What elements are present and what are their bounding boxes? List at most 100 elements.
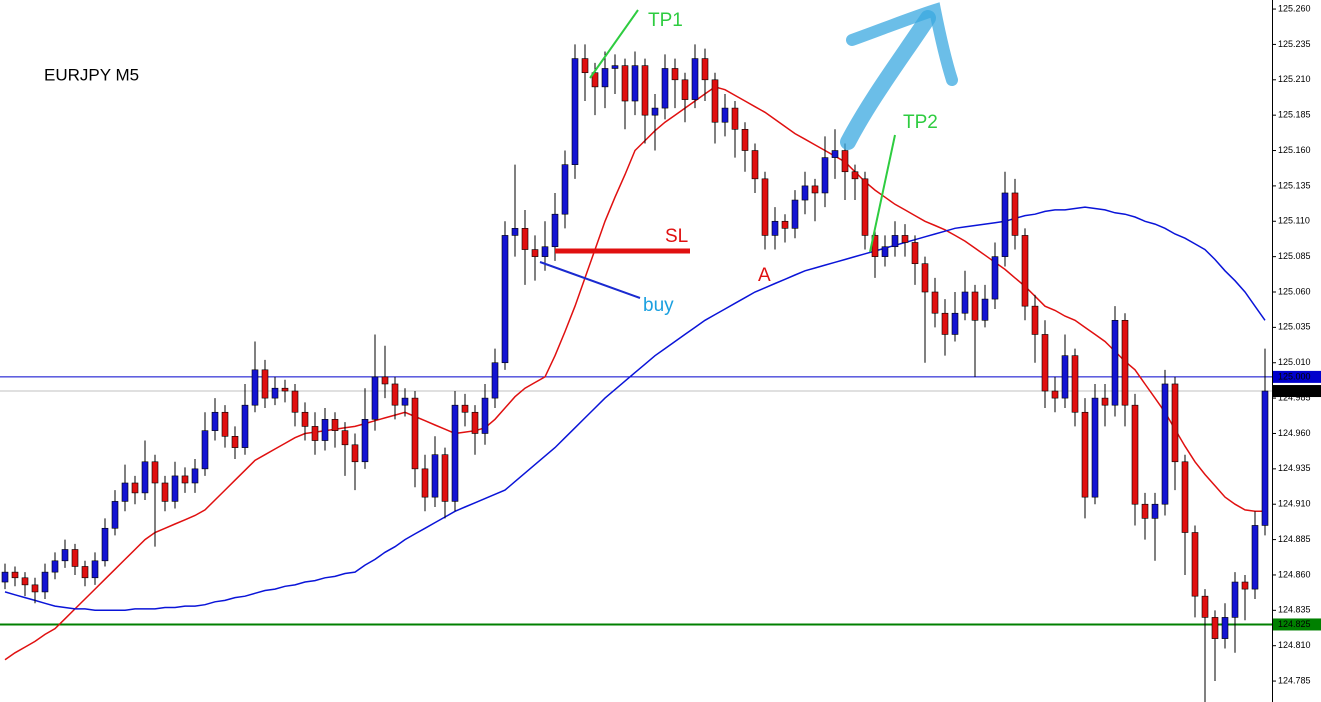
candle-body bbox=[1231, 581, 1239, 618]
candle-body bbox=[91, 560, 99, 579]
candle-body bbox=[641, 65, 649, 116]
candle-body bbox=[1001, 192, 1009, 257]
tp1-line bbox=[589, 9, 639, 79]
candle-body bbox=[831, 150, 839, 158]
candle-body bbox=[1101, 397, 1109, 406]
buy-line bbox=[539, 261, 641, 299]
candle-body bbox=[1041, 334, 1049, 392]
price-level-label: 124.990 bbox=[1278, 385, 1311, 395]
candle-body bbox=[271, 387, 279, 399]
candle-body bbox=[31, 584, 39, 593]
candle-body bbox=[321, 419, 329, 441]
candle-body bbox=[461, 404, 469, 413]
candle-body bbox=[351, 444, 359, 463]
candle-body bbox=[471, 411, 479, 434]
candle-body bbox=[791, 199, 799, 229]
candle-body bbox=[981, 298, 989, 321]
y-tick-label: 125.060 bbox=[1278, 286, 1311, 296]
candle-body bbox=[781, 220, 789, 229]
moving-average bbox=[4, 86, 1265, 661]
candle-body bbox=[431, 454, 439, 498]
candle-body bbox=[821, 157, 829, 194]
tp2-line bbox=[869, 134, 896, 253]
candle-body bbox=[711, 79, 719, 123]
price-level-label: 124.825 bbox=[1278, 619, 1311, 629]
candle-body bbox=[751, 150, 759, 180]
candle-body bbox=[901, 235, 909, 243]
candle-body bbox=[361, 419, 369, 463]
candle-body bbox=[111, 501, 119, 529]
candle-body bbox=[71, 549, 79, 567]
candle-body bbox=[631, 65, 639, 102]
candle-body bbox=[371, 376, 379, 420]
candle-body bbox=[1261, 390, 1269, 526]
moving-average bbox=[4, 206, 1266, 612]
candle-body bbox=[51, 560, 59, 573]
candle-body bbox=[1161, 383, 1169, 505]
candle-body bbox=[161, 482, 169, 502]
candle-body bbox=[11, 571, 19, 579]
candle-body bbox=[1031, 305, 1039, 335]
candle-body bbox=[911, 242, 919, 265]
candle-body bbox=[721, 107, 729, 123]
candle-body bbox=[841, 150, 849, 173]
y-tick-label: 125.235 bbox=[1278, 39, 1311, 49]
candle-body bbox=[61, 549, 69, 562]
candle-body bbox=[571, 58, 579, 165]
candle-body bbox=[551, 213, 559, 248]
candle-body bbox=[671, 68, 679, 81]
candle-body bbox=[391, 383, 399, 406]
y-tick-label: 124.785 bbox=[1278, 675, 1311, 685]
candle-body bbox=[651, 107, 659, 116]
candle-body bbox=[731, 107, 739, 130]
candle-body bbox=[951, 312, 959, 335]
candle-body bbox=[1151, 503, 1159, 519]
candle-body bbox=[1241, 581, 1249, 590]
y-tick-label: 124.885 bbox=[1278, 534, 1311, 544]
price-level-box bbox=[1273, 385, 1321, 398]
y-tick-label: 124.835 bbox=[1278, 605, 1311, 615]
candle-body bbox=[521, 228, 529, 250]
candle-body bbox=[141, 461, 149, 494]
candle-body bbox=[211, 411, 219, 431]
candle-body bbox=[1251, 525, 1259, 590]
candle-body bbox=[1131, 404, 1139, 505]
candle-body bbox=[1141, 503, 1149, 519]
tp1-label: TP1 bbox=[648, 10, 683, 31]
candle-body bbox=[661, 68, 669, 109]
candle-body bbox=[301, 411, 309, 427]
candle-body bbox=[201, 430, 209, 470]
candle-body bbox=[761, 178, 769, 236]
candle-body bbox=[401, 397, 409, 406]
candle-body bbox=[171, 475, 179, 502]
brush-arrow bbox=[840, 10, 936, 150]
candle-body bbox=[611, 65, 619, 69]
candle-body bbox=[81, 566, 89, 579]
y-tick-label: 124.985 bbox=[1278, 392, 1311, 402]
candle-body bbox=[231, 436, 239, 448]
candle-body bbox=[851, 171, 859, 180]
candle-body bbox=[491, 362, 499, 399]
sl-label: SL bbox=[665, 226, 688, 247]
candle-body bbox=[411, 397, 419, 470]
candle-body bbox=[1071, 355, 1079, 413]
candle-body bbox=[21, 577, 29, 586]
candle-body bbox=[591, 72, 599, 88]
price-level-box bbox=[1273, 618, 1321, 631]
candle-body bbox=[511, 228, 519, 236]
y-tick-label: 125.135 bbox=[1278, 180, 1311, 190]
y-tick-label: 124.860 bbox=[1278, 569, 1311, 579]
candle-body bbox=[1011, 192, 1019, 236]
y-tick-label: 125.210 bbox=[1278, 74, 1311, 84]
candle-body bbox=[501, 235, 509, 364]
y-tick-label: 125.085 bbox=[1278, 251, 1311, 261]
candle-body bbox=[121, 482, 129, 502]
candle-body bbox=[531, 249, 539, 257]
candle-body bbox=[691, 58, 699, 100]
candle-body bbox=[41, 571, 49, 593]
a-label: A bbox=[758, 265, 771, 286]
candle-body bbox=[861, 178, 869, 236]
y-tick-label: 124.960 bbox=[1278, 428, 1311, 438]
plot-area bbox=[0, 44, 1272, 702]
